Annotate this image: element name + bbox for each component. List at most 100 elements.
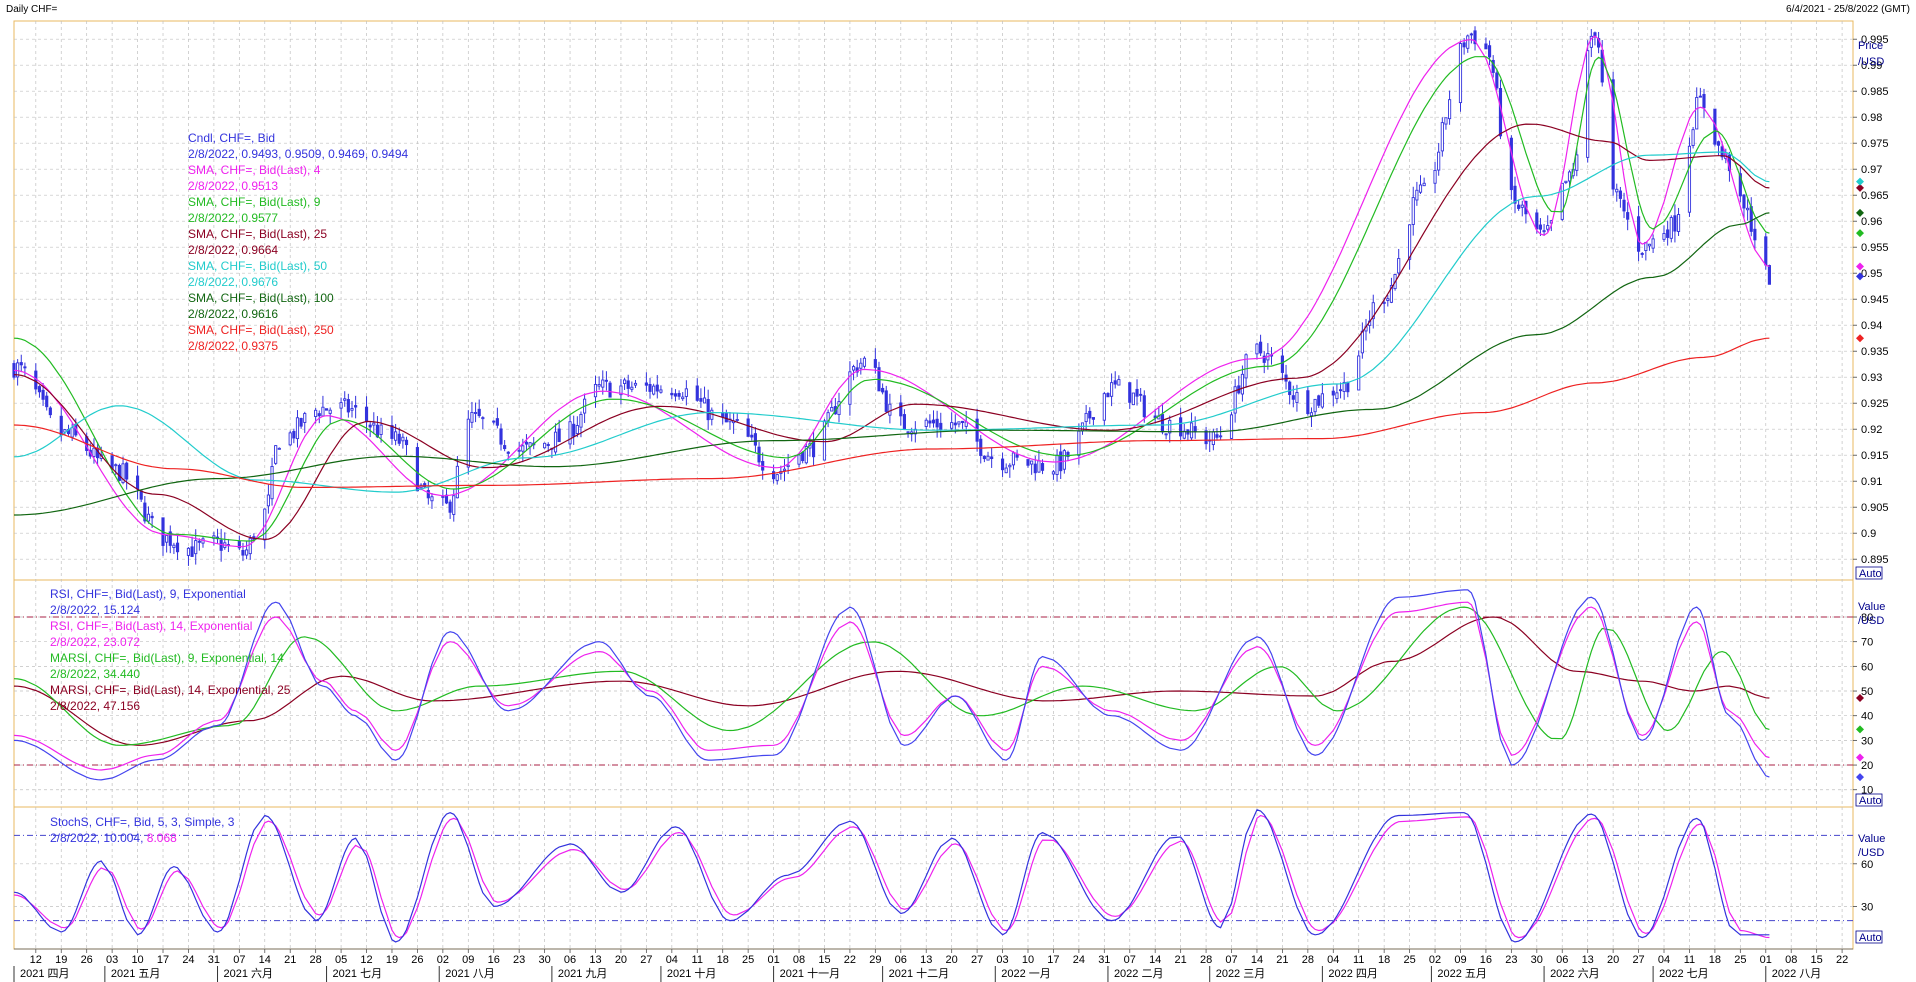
candle xyxy=(477,399,481,418)
candle xyxy=(430,492,434,509)
candle xyxy=(350,400,354,418)
candle xyxy=(1128,382,1132,409)
candle xyxy=(390,415,394,445)
marker-rsi xyxy=(1856,773,1864,782)
candle xyxy=(633,379,638,389)
x-day-label: 04 xyxy=(666,954,678,966)
stoch-d-line xyxy=(13,814,1770,939)
x-day-label: 20 xyxy=(1607,954,1619,966)
candle xyxy=(1702,88,1706,119)
candle xyxy=(1698,87,1702,98)
marker-sma-100-line xyxy=(1856,208,1864,217)
candle xyxy=(448,499,452,519)
candle xyxy=(623,377,627,390)
x-day-label: 28 xyxy=(310,954,322,966)
candle xyxy=(950,412,954,431)
candle xyxy=(473,402,478,423)
candle xyxy=(982,455,986,463)
candle xyxy=(644,372,648,392)
candle xyxy=(165,535,169,553)
candle xyxy=(404,436,409,456)
price-auto-button[interactable]: Auto xyxy=(1855,566,1883,580)
candle xyxy=(1229,412,1234,439)
y-tick-label: 0.985 xyxy=(1861,86,1889,98)
candle xyxy=(1469,32,1473,44)
x-month-label: 2021 十二月 xyxy=(889,966,950,980)
chart-canvas[interactable]: 0.895 0.9 0.905 0.91 0.915 0.92 0.925 0.93 0.935… xyxy=(0,20,1916,982)
x-day-label: 28 xyxy=(1302,954,1314,966)
candle xyxy=(503,440,507,452)
x-month-label: 2022 八月 xyxy=(1772,968,1822,980)
stoch-auto-button[interactable]: Auto xyxy=(1855,930,1883,944)
candle xyxy=(931,410,936,428)
legend-stoch-k: 10.004, xyxy=(103,831,143,845)
rsi-auto-button[interactable]: Auto xyxy=(1855,793,1883,807)
rsi-legend: RSI, CHF=, Bid(Last), 9, Exponential 2/8… xyxy=(50,587,291,713)
y-tick-label: 0.94 xyxy=(1861,320,1882,332)
candle xyxy=(245,541,249,560)
candle xyxy=(706,389,710,430)
candle xyxy=(753,427,757,453)
sma-250-line xyxy=(13,337,1770,488)
x-day-label: 14 xyxy=(259,954,271,966)
candle xyxy=(1397,248,1401,276)
x-month-label: 2022 二月 xyxy=(1114,968,1164,980)
x-day-label: 04 xyxy=(1658,954,1670,966)
x-day-label: 23 xyxy=(513,954,525,966)
y-tick-label: 40 xyxy=(1861,711,1873,723)
x-day-label: 14 xyxy=(1149,954,1161,966)
legend-sma4-value: 2/8/2022, 0.9513 xyxy=(188,179,278,193)
candle xyxy=(317,410,321,424)
x-day-label: 21 xyxy=(1276,954,1288,966)
x-day-label: 07 xyxy=(233,954,245,966)
x-month-label: 2022 五月 xyxy=(1437,968,1487,980)
legend-rsi14-value: 2/8/2022, 23.072 xyxy=(50,635,140,649)
candle xyxy=(1466,34,1470,53)
candle xyxy=(1164,433,1168,440)
legend-sma9-value: 2/8/2022, 0.9577 xyxy=(188,211,278,225)
legend-rsi9-label: RSI, CHF=, Bid(Last), 9, Exponential xyxy=(50,587,246,601)
candle-series xyxy=(12,26,1771,566)
candle xyxy=(557,419,561,443)
marker-rsi xyxy=(1856,694,1864,703)
candle xyxy=(902,409,907,430)
candle xyxy=(1691,126,1695,149)
x-month-label: 2021 十月 xyxy=(667,966,717,980)
legend-marsi14-label: MARSI, CHF=, Bid(Last), 14, Exponential,… xyxy=(50,683,291,697)
candle xyxy=(524,434,529,452)
candle xyxy=(855,359,859,377)
legend-stoch-d: 8.068 xyxy=(147,831,177,845)
x-month-label: 2022 一月 xyxy=(1001,968,1051,980)
sma-50-line xyxy=(13,151,1770,493)
candle xyxy=(928,414,932,428)
candle xyxy=(1586,40,1590,163)
x-day-label: 29 xyxy=(869,954,881,966)
x-day-label: 06 xyxy=(895,954,907,966)
x-month-label: 2021 五月 xyxy=(111,968,161,980)
candle xyxy=(190,536,194,557)
x-day-label: 15 xyxy=(818,954,830,966)
price-unit-sub: /USD xyxy=(1858,56,1884,68)
candle xyxy=(1411,186,1415,236)
candle xyxy=(1444,117,1448,130)
candle xyxy=(1622,192,1626,219)
candle xyxy=(1259,334,1263,356)
candle xyxy=(735,413,739,422)
candle xyxy=(1240,365,1244,402)
sma-25-line xyxy=(13,123,1770,541)
candle xyxy=(1564,180,1568,185)
y-tick-label: 60 xyxy=(1861,661,1873,673)
candle xyxy=(1153,408,1157,424)
y-tick-label: 30 xyxy=(1861,901,1873,913)
sma-9-line xyxy=(13,56,1770,542)
marker-sma-250-line xyxy=(1856,334,1864,343)
x-month-label: 2021 七月 xyxy=(333,967,383,980)
candle xyxy=(652,383,656,396)
candle xyxy=(1335,383,1339,404)
marker-sma-25-line xyxy=(1856,183,1864,192)
candle xyxy=(1106,392,1110,398)
candle xyxy=(888,393,892,424)
candle xyxy=(324,408,329,411)
x-day-label: 10 xyxy=(1022,954,1034,966)
x-day-label: 13 xyxy=(920,954,932,966)
